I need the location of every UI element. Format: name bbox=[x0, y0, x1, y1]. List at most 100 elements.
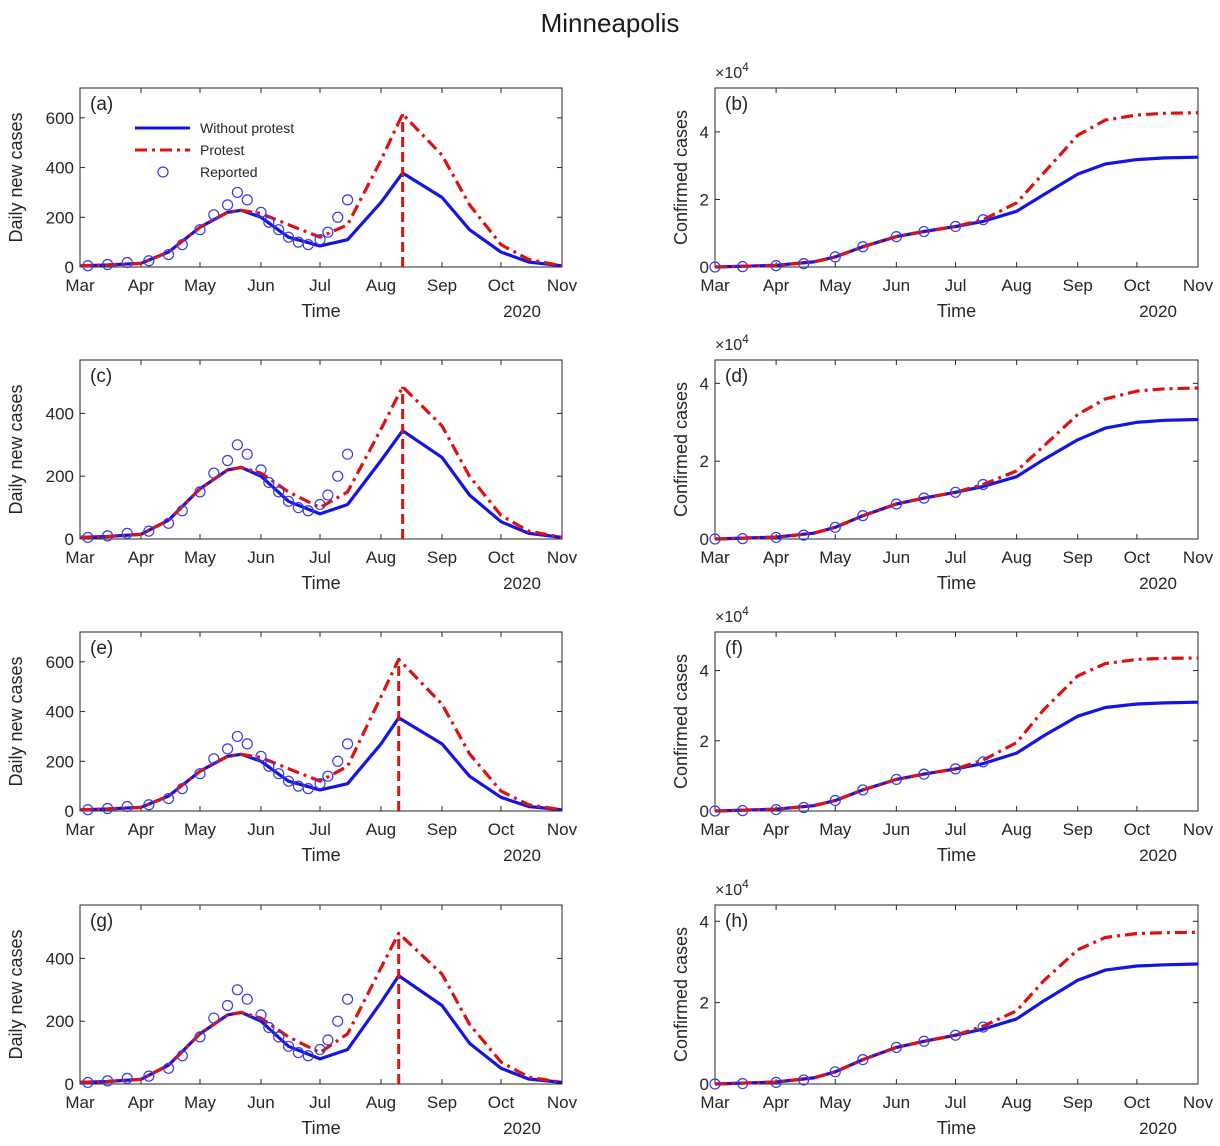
reported-point bbox=[121, 800, 133, 813]
panel-label: (f) bbox=[725, 638, 743, 659]
x-tick-label: Apr bbox=[128, 820, 155, 839]
reported-point bbox=[709, 261, 721, 273]
x-tick-label: Mar bbox=[65, 820, 95, 839]
reported-point bbox=[709, 533, 721, 545]
x-tick-label: Jul bbox=[945, 276, 967, 295]
chart-panel-h: Mar Apr May Jun Jul Aug Sep Oct Nov 0 2 4 Time 2020 Co… bbox=[671, 877, 1214, 1138]
x-tick-label: Mar bbox=[700, 276, 730, 295]
reported-point bbox=[208, 753, 220, 765]
x-tick-label: Mar bbox=[65, 548, 95, 567]
y-tick-label: 0 bbox=[700, 1075, 709, 1094]
x-tick-label: Sep bbox=[427, 820, 457, 839]
reported-point bbox=[977, 1021, 989, 1033]
axes-box bbox=[714, 359, 1199, 540]
reported-point bbox=[857, 784, 869, 796]
reported-point bbox=[949, 486, 962, 498]
reported-point bbox=[292, 1046, 304, 1059]
y-tick-label: 0 bbox=[700, 802, 709, 821]
reported-point bbox=[890, 498, 902, 510]
chart-panel-g: Mar Apr May Jun Jul Aug Sep Oct Nov 0 200 400 Time 20… bbox=[6, 904, 578, 1138]
reported-point bbox=[341, 448, 354, 460]
x-tick-label: Aug bbox=[1002, 548, 1032, 567]
reported-point bbox=[890, 1041, 902, 1053]
x-axis-label: Time bbox=[301, 1118, 340, 1138]
x-tick-label: Aug bbox=[366, 548, 396, 567]
reported-point bbox=[949, 220, 962, 233]
reported-point bbox=[798, 529, 810, 541]
reported-point bbox=[241, 993, 253, 1005]
reported-point bbox=[162, 248, 175, 261]
exponent-base: ×10 bbox=[715, 65, 742, 82]
y-axis-label: Daily new cases bbox=[6, 929, 26, 1059]
reported-point bbox=[194, 486, 206, 498]
x-tick-label: Jun bbox=[247, 1093, 274, 1112]
reported-point bbox=[255, 750, 267, 762]
panel-label: (e) bbox=[90, 638, 113, 659]
reported-point bbox=[221, 999, 234, 1012]
reported-point bbox=[194, 768, 206, 780]
reported-point bbox=[143, 255, 155, 267]
reported-point bbox=[231, 439, 243, 451]
reported-point bbox=[176, 1050, 188, 1062]
panels-group: Mar Apr May Jun Jul Aug Sep Oct Nov0200400600Tim… bbox=[6, 60, 1214, 1138]
x-tick-label: Sep bbox=[1063, 1093, 1093, 1112]
reported-point bbox=[798, 1074, 810, 1086]
x-tick-label: May bbox=[819, 276, 852, 295]
reported-point bbox=[949, 1029, 962, 1041]
reported-point bbox=[143, 1070, 155, 1082]
reported-point bbox=[273, 768, 285, 780]
axes-box bbox=[714, 631, 1199, 812]
reported-point bbox=[273, 224, 285, 236]
x-tick-label: Jul bbox=[945, 1093, 967, 1112]
x-tick-label: May bbox=[819, 1093, 852, 1112]
x-tick-label: Nov bbox=[547, 820, 578, 839]
x-tick-label: Sep bbox=[427, 1093, 457, 1112]
reported-point bbox=[314, 778, 326, 790]
y-tick-label: 4 bbox=[700, 374, 709, 393]
x-tick-label: Apr bbox=[763, 820, 790, 839]
reported-point bbox=[770, 531, 782, 544]
y-tick-label: 400 bbox=[46, 159, 74, 178]
reported-point bbox=[162, 517, 175, 529]
x-tick-label: Sep bbox=[427, 548, 457, 567]
reported-point bbox=[332, 755, 344, 767]
reported-point bbox=[770, 1076, 782, 1088]
reported-point bbox=[890, 231, 902, 243]
y-tick-label: 2 bbox=[700, 190, 709, 209]
reported-point bbox=[82, 1076, 94, 1089]
reported-point bbox=[302, 1050, 314, 1062]
y-tick-label: 600 bbox=[46, 653, 74, 672]
x-tick-label: Sep bbox=[1063, 820, 1093, 839]
x-tick-label: Aug bbox=[1002, 276, 1032, 295]
y-tick-label: 4 bbox=[700, 123, 709, 142]
year-label: 2020 bbox=[503, 1119, 541, 1138]
reported-point bbox=[918, 492, 930, 504]
x-tick-label: Sep bbox=[427, 276, 457, 295]
chart-panel-d: Mar Apr May Jun Jul Aug Sep Oct Nov 0 2 4 Time 2020 Co… bbox=[671, 332, 1214, 593]
reported-point bbox=[143, 799, 155, 811]
x-tick-label: Mar bbox=[65, 276, 95, 295]
reported-point bbox=[322, 770, 334, 782]
y-axis-label: Confirmed cases bbox=[671, 927, 691, 1062]
reported-point bbox=[949, 763, 962, 775]
x-tick-label: Oct bbox=[1124, 548, 1151, 567]
reported-point bbox=[829, 794, 841, 807]
exponent-power: 4 bbox=[742, 60, 749, 74]
x-tick-label: Jul bbox=[309, 820, 331, 839]
x-tick-label: Nov bbox=[547, 548, 578, 567]
reported-point bbox=[292, 501, 304, 514]
x-tick-label: Apr bbox=[128, 548, 155, 567]
legend-without-label: Without protest bbox=[200, 120, 294, 136]
legend-reported-label: Reported bbox=[200, 164, 258, 180]
y-axis-label: Daily new cases bbox=[6, 656, 26, 786]
reported-point bbox=[709, 805, 721, 817]
legend: Without protest Protest Reported bbox=[135, 120, 294, 180]
chart-panel-b: Mar Apr May Jun Jul Aug Sep Oct Nov 0 2 4 Time 2020 Co… bbox=[671, 60, 1214, 321]
reported-point bbox=[890, 773, 902, 786]
x-axis-label: Time bbox=[937, 845, 976, 865]
y-tick-label: 400 bbox=[46, 404, 74, 423]
year-label: 2020 bbox=[1139, 846, 1177, 865]
x-tick-label: Oct bbox=[488, 548, 515, 567]
reported-point bbox=[918, 1035, 930, 1047]
